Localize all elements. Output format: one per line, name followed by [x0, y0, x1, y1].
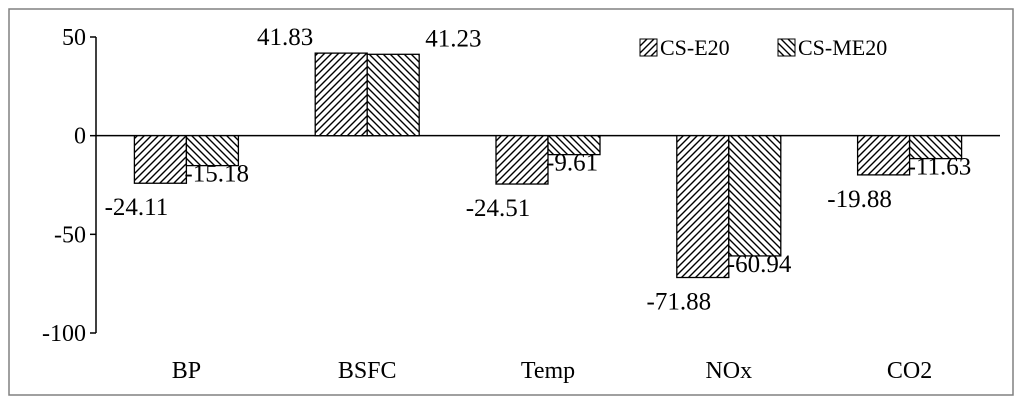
y-tick-label: 50 — [62, 25, 86, 51]
bar-cs-e20-bsfc — [314, 52, 368, 137]
x-tick-label: NOx — [705, 358, 752, 384]
bar-cs-e20-co2 — [856, 135, 911, 176]
legend-swatch-cs-e20 — [639, 38, 658, 57]
bar-cs-e20-bp — [133, 135, 188, 184]
x-tick-label: BP — [172, 358, 201, 384]
bar-cs-e20-temp — [495, 135, 549, 185]
data-label: -19.88 — [827, 186, 892, 213]
x-tick-label: CO2 — [887, 358, 932, 384]
data-label: -11.63 — [908, 154, 972, 181]
data-label: -71.88 — [647, 289, 712, 316]
bar-cs-me20-nox — [728, 135, 782, 257]
y-tick-label: -50 — [54, 222, 86, 248]
data-label: -60.94 — [727, 251, 792, 278]
bar-cs-me20-co2 — [908, 135, 963, 160]
data-label: 41.23 — [425, 25, 481, 52]
data-label: -9.61 — [546, 150, 598, 177]
data-label: -15.18 — [184, 161, 249, 188]
data-label: -24.11 — [105, 194, 169, 221]
legend: CS-E20 CS-ME20 — [639, 35, 887, 60]
y-tick-label: -100 — [42, 321, 86, 347]
bar-cs-e20-nox — [676, 135, 730, 279]
data-label: 41.83 — [257, 24, 313, 51]
chart-border — [8, 8, 1014, 396]
data-label: -24.51 — [466, 195, 531, 222]
legend-label-cs-e20: CS-E20 — [660, 35, 730, 60]
bar-cs-me20-bsfc — [366, 53, 420, 137]
bar-cs-me20-bp — [185, 135, 240, 167]
legend-swatch-cs-me20 — [777, 38, 796, 57]
x-tick-label: BSFC — [338, 358, 397, 384]
bar-cs-me20-temp — [547, 135, 601, 156]
x-tick-label: Temp — [521, 358, 575, 384]
legend-label-cs-me20: CS-ME20 — [798, 35, 887, 60]
y-tick-label: 0 — [74, 124, 86, 150]
